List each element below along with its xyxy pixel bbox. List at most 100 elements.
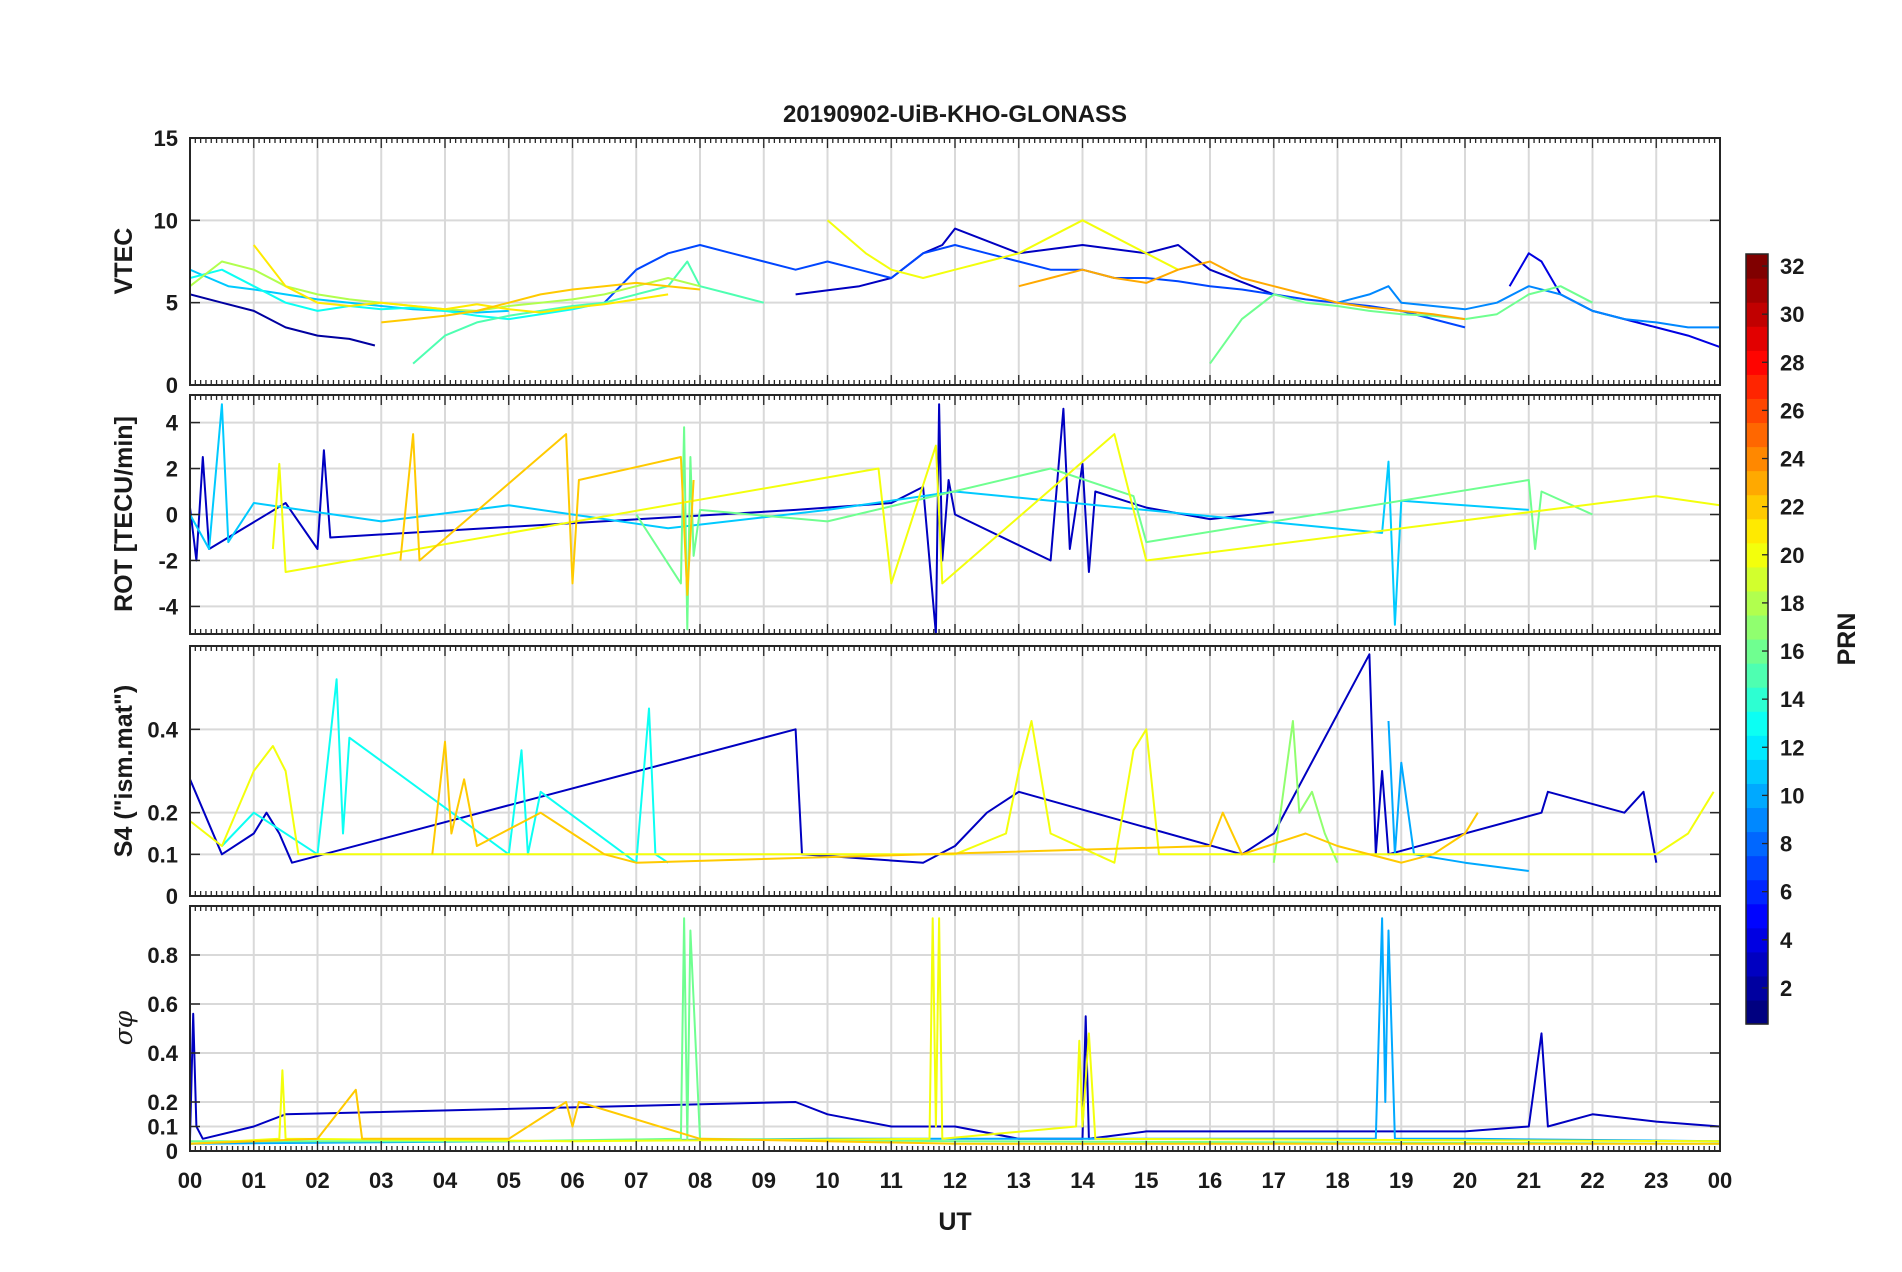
x-axis-label: UT bbox=[938, 1208, 971, 1236]
s4-y-tick-label: 0 bbox=[166, 884, 178, 909]
s4-series-prn-20 bbox=[190, 720, 1715, 864]
colorbar-tick-label: 16 bbox=[1780, 639, 1804, 664]
s4-y-tick-label: 0.2 bbox=[147, 801, 178, 826]
panel-vtec: 0 5 10 15 VTEC bbox=[110, 126, 1721, 398]
sigma_phi-series-prn-20 bbox=[190, 917, 1720, 1145]
vtec-y-tick-label: 10 bbox=[154, 208, 178, 233]
colorbar-gradient bbox=[1746, 254, 1768, 1025]
colorbar-segment bbox=[1746, 807, 1768, 833]
colorbar-segment bbox=[1746, 927, 1768, 953]
sigma_phi-y-tick-label: 0.2 bbox=[147, 1090, 178, 1115]
colorbar-segment bbox=[1746, 398, 1768, 424]
sigma_phi-series bbox=[190, 917, 1720, 1145]
x-tick-label: 10 bbox=[815, 1168, 839, 1193]
vtec-series-prn-13 bbox=[190, 268, 605, 321]
sigma_phi-y-tick-label: 0.8 bbox=[147, 943, 178, 968]
vtec-series-prn-3 bbox=[795, 227, 1275, 296]
x-tick-labels: 00 01 02 03 04 05 06 07 08 09 10 11 12 13 14 15 16 17 18 19… bbox=[178, 1168, 1732, 1193]
colorbar-segment bbox=[1746, 278, 1768, 303]
x-tick-label: 11 bbox=[880, 1168, 903, 1193]
vtec-y-tick-label: 0 bbox=[166, 373, 178, 398]
vtec-series-prn-21 bbox=[253, 244, 669, 314]
colorbar-tick-label: 22 bbox=[1780, 495, 1804, 520]
colorbar-tick-label: 26 bbox=[1780, 398, 1804, 423]
s4-series-prn-13 bbox=[221, 678, 669, 864]
x-tick-label: 03 bbox=[369, 1168, 393, 1193]
colorbar-tick-label: 2 bbox=[1780, 976, 1792, 1001]
colorbar-segment bbox=[1746, 470, 1768, 496]
colorbar-tick-label: 32 bbox=[1780, 254, 1804, 279]
sigma_phi-y-tick-label: 0.6 bbox=[147, 992, 178, 1017]
colorbar-segment bbox=[1746, 374, 1768, 399]
sigma-phi-y-axis-label: σφ bbox=[109, 1010, 138, 1045]
colorbar-tick-label: 20 bbox=[1780, 543, 1804, 568]
rot-y-tick-label: -2 bbox=[158, 548, 178, 573]
rot-y-tick-label: -4 bbox=[158, 594, 178, 619]
vtec-y-tick-label: 5 bbox=[166, 291, 178, 316]
panel-s4: 0 0.1 0.2 0.4 S4 ("ism.mat") bbox=[110, 645, 1721, 909]
colorbar-segment bbox=[1746, 831, 1768, 857]
colorbar-segment bbox=[1746, 590, 1768, 616]
vtec-series bbox=[190, 219, 1720, 365]
sigma_phi-y-tick-label: 0.4 bbox=[147, 1041, 178, 1066]
colorbar-segment bbox=[1746, 759, 1768, 784]
colorbar-segment bbox=[1746, 879, 1768, 905]
x-tick-label: 20 bbox=[1453, 1168, 1477, 1193]
colorbar-segment bbox=[1746, 254, 1768, 279]
vtec-series-prn-22 bbox=[381, 281, 701, 324]
x-tick-label: 00 bbox=[1708, 1168, 1732, 1193]
colorbar-segment bbox=[1746, 711, 1768, 736]
rot-series-prn-22 bbox=[399, 433, 695, 596]
x-tick-label: 15 bbox=[1134, 1168, 1158, 1193]
vtec-y-axis-label: VTEC bbox=[110, 228, 138, 295]
colorbar-segment bbox=[1746, 446, 1768, 472]
colorbar-tick-label: 12 bbox=[1780, 735, 1804, 760]
colorbar-tick-label: 18 bbox=[1780, 591, 1804, 616]
rot-y-tick-label: 2 bbox=[166, 457, 178, 482]
x-tick-label: 13 bbox=[1007, 1168, 1031, 1193]
colorbar-label: PRN bbox=[1833, 613, 1861, 666]
x-tick-label: 18 bbox=[1325, 1168, 1349, 1193]
colorbar-segment bbox=[1746, 855, 1768, 881]
s4-grid bbox=[190, 646, 1720, 896]
vtec-series-prn-23 bbox=[1018, 260, 1466, 321]
rot-y-axis-label: ROT [TECU/min] bbox=[110, 416, 138, 612]
vtec-grid bbox=[190, 138, 1720, 385]
colorbar-tick-label: 24 bbox=[1780, 447, 1805, 472]
x-tick-label: 19 bbox=[1389, 1168, 1413, 1193]
s4-series-prn-17 bbox=[1272, 720, 1339, 864]
vtec-series-prn-20 bbox=[826, 219, 1179, 279]
x-tick-label: 00 bbox=[178, 1168, 202, 1193]
colorbar-segment bbox=[1746, 999, 1768, 1025]
colorbar-tick-label: 14 bbox=[1780, 687, 1805, 712]
colorbar-tick-label: 10 bbox=[1780, 783, 1804, 808]
colorbar-tick-label: 28 bbox=[1780, 350, 1804, 375]
x-tick-label: 08 bbox=[688, 1168, 712, 1193]
colorbar-tick-label: 6 bbox=[1780, 880, 1792, 905]
x-tick-label: 16 bbox=[1198, 1168, 1222, 1193]
rot-series-prn-3 bbox=[190, 403, 1274, 634]
x-tick-label: 02 bbox=[305, 1168, 329, 1193]
colorbar-segment bbox=[1746, 639, 1768, 664]
s4-y-tick-label: 0.4 bbox=[147, 717, 178, 742]
vtec-series-prn-7 bbox=[603, 244, 1466, 329]
rot-ticks: -4 -2 0 2 4 bbox=[158, 395, 1721, 634]
sigma_phi-ticks: 00.10.2 0.4 0.6 0.8 bbox=[147, 906, 1721, 1164]
x-tick-label: 12 bbox=[943, 1168, 967, 1193]
colorbar-segment bbox=[1746, 422, 1768, 448]
rot-series-prn-11 bbox=[190, 403, 1529, 626]
sigma_phi-series-prn-22 bbox=[190, 1088, 1720, 1145]
colorbar-segment bbox=[1746, 975, 1768, 1001]
colorbar-segment bbox=[1746, 350, 1768, 375]
x-tick-label: 14 bbox=[1070, 1168, 1095, 1193]
colorbar-segment bbox=[1746, 518, 1768, 544]
x-tick-label: 17 bbox=[1262, 1168, 1286, 1193]
x-tick-label: 01 bbox=[242, 1168, 266, 1193]
x-tick-label: 05 bbox=[497, 1168, 521, 1193]
rot-y-tick-label: 0 bbox=[166, 503, 178, 528]
colorbar-segment bbox=[1746, 663, 1768, 688]
rot-series bbox=[190, 403, 1720, 634]
colorbar-segment bbox=[1746, 687, 1768, 712]
